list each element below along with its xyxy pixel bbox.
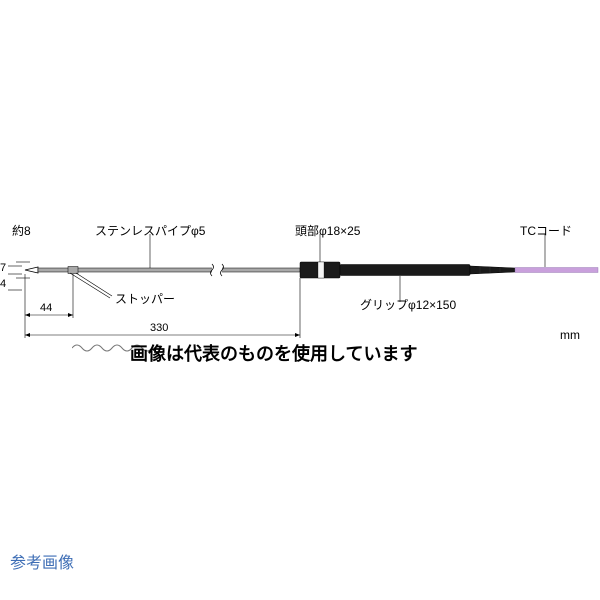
grip-label: グリップφ12×150: [360, 296, 456, 313]
stopper-label: ストッパー: [115, 290, 175, 307]
dim-4: 4: [0, 278, 6, 290]
dim-330: 330: [150, 322, 168, 334]
reference-image-label: 参考画像: [10, 549, 74, 573]
tip-approx-label: 約8: [12, 222, 31, 239]
dim-7: 7: [0, 262, 6, 274]
unit-label: mm: [560, 328, 580, 342]
dim-44: 44: [40, 302, 52, 314]
diagram-area: 約8 ステンレスパイプφ5 頭部φ18×25 TCコード 7 4 ストッパー グ…: [0, 220, 600, 420]
cord-label: TCコード: [520, 222, 572, 239]
overlay-disclaimer: 画像は代表のものを使用しています: [130, 340, 417, 366]
head-label: 頭部φ18×25: [295, 222, 361, 239]
pipe-label: ステンレスパイプφ5: [95, 222, 205, 239]
